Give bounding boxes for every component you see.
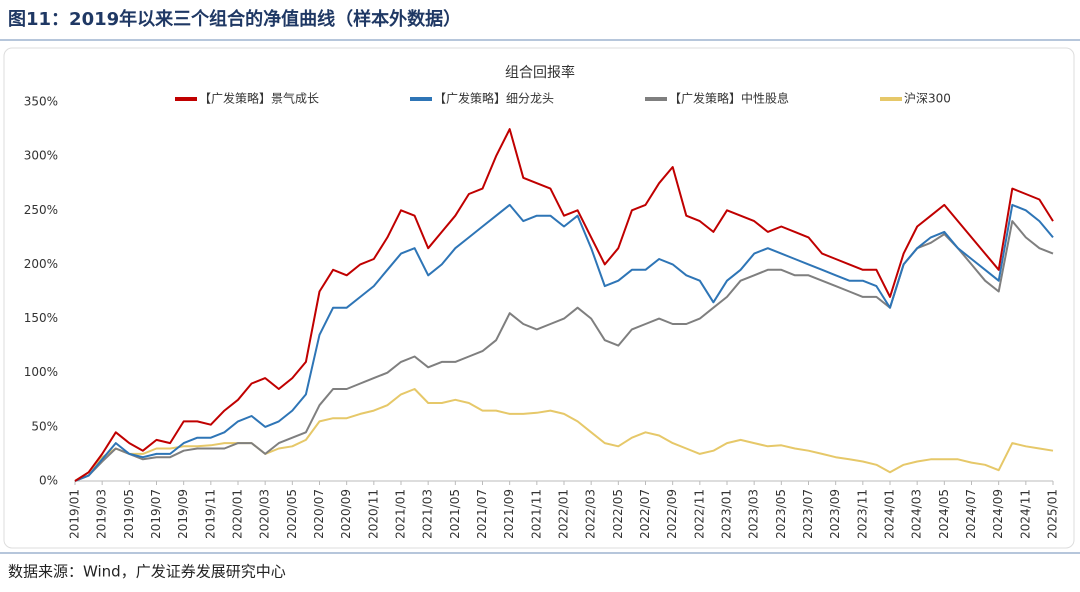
y-tick-label: 0%: [39, 474, 58, 488]
x-tick-label: 2019/09: [176, 489, 190, 539]
x-tick-label: 2019/03: [95, 489, 109, 539]
x-tick-label: 2021/09: [502, 489, 516, 539]
x-tick-label: 2024/09: [991, 489, 1005, 539]
x-tick-label: 2022/05: [611, 489, 625, 539]
series-line: [74, 128, 1054, 482]
x-tick-label: 2024/05: [937, 489, 951, 539]
y-tick-label: 250%: [24, 203, 58, 217]
x-tick-label: 2023/01: [720, 489, 734, 539]
y-tick-label: 350%: [24, 95, 58, 109]
x-tick-label: 2022/11: [692, 489, 706, 539]
x-tick-label: 2024/07: [964, 489, 978, 539]
page-title: 图11：2019年以来三个组合的净值曲线（样本外数据）: [8, 8, 461, 30]
x-tick-label: 2023/09: [828, 489, 842, 539]
y-tick-label: 150%: [24, 311, 58, 325]
x-tick-label: 2022/09: [665, 489, 679, 539]
x-tick-label: 2020/03: [258, 489, 272, 539]
legend-label: 沪深300: [904, 92, 951, 106]
y-tick-label: 100%: [24, 365, 58, 379]
series-line: [74, 388, 1054, 482]
x-tick-label: 2023/05: [774, 489, 788, 539]
x-tick-label: 2025/01: [1046, 489, 1060, 539]
legend-label: 【广发策略】细分龙头: [434, 91, 554, 106]
x-tick-label: 2022/01: [557, 489, 571, 539]
legend-label: 【广发策略】景气成长: [199, 91, 319, 106]
legend-label: 【广发策略】中性股息: [669, 91, 789, 106]
x-tick-label: 2023/07: [801, 489, 815, 539]
x-tick-label: 2020/01: [231, 489, 245, 539]
x-tick-label: 2022/03: [584, 489, 598, 539]
x-tick-label: 2019/07: [149, 489, 163, 539]
y-tick-label: 200%: [24, 257, 58, 271]
x-tick-label: 2019/01: [68, 489, 82, 539]
y-tick-label: 50%: [31, 419, 58, 433]
x-tick-label: 2021/07: [475, 489, 489, 539]
x-tick-label: 2023/03: [747, 489, 761, 539]
x-tick-label: 2021/03: [421, 489, 435, 539]
x-tick-label: 2021/05: [448, 489, 462, 539]
x-tick-label: 2024/11: [1018, 489, 1032, 539]
x-tick-label: 2021/11: [529, 489, 543, 539]
y-tick-label: 300%: [24, 149, 58, 163]
x-tick-label: 2019/11: [203, 489, 217, 539]
chart-frame: [3, 47, 1075, 549]
x-tick-label: 2022/07: [638, 489, 652, 539]
x-tick-label: 2019/05: [122, 489, 136, 539]
x-tick-label: 2021/01: [394, 489, 408, 539]
x-tick-label: 2024/03: [910, 489, 924, 539]
x-tick-label: 2020/09: [339, 489, 353, 539]
x-tick-label: 2020/05: [285, 489, 299, 539]
x-tick-label: 2023/11: [855, 489, 869, 539]
source-note: 数据来源：Wind，广发证券发展研究中心: [8, 563, 286, 581]
x-tick-label: 2020/11: [366, 489, 380, 539]
x-tick-label: 2024/01: [883, 489, 897, 539]
x-tick-label: 2020/07: [312, 489, 326, 539]
series-line: [74, 203, 1054, 482]
chart-title: 组合回报率: [505, 64, 575, 81]
